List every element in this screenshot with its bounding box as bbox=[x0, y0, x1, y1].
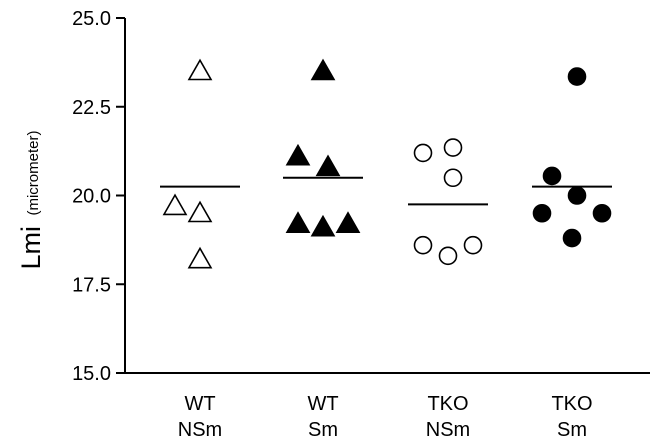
x-category-label-tko-sm-line2: Sm bbox=[557, 419, 587, 441]
data-point-filled-triangle bbox=[310, 214, 336, 237]
data-point-filled-circle bbox=[532, 203, 552, 223]
group-0 bbox=[160, 58, 240, 269]
data-point-filled-triangle bbox=[285, 211, 311, 233]
data-point-open-circle bbox=[413, 235, 433, 255]
data-point-open-triangle bbox=[187, 200, 213, 223]
data-point-open-circle bbox=[438, 246, 458, 266]
data-point-filled-circle bbox=[592, 203, 612, 223]
data-point-open-triangle bbox=[187, 58, 213, 81]
y-tick-labels: 15.0 17.5 20.0 22.5 25.0 bbox=[72, 8, 111, 385]
plot-area bbox=[160, 58, 612, 269]
data-point-open-triangle bbox=[162, 193, 188, 216]
y-axis-label: Lmi (micrometer) bbox=[16, 131, 46, 270]
data-point-open-circle bbox=[443, 168, 463, 188]
x-category-label-tko-nsm-line2: NSm bbox=[426, 419, 470, 441]
x-category-labels: WT NSm WT Sm TKO NSm TKO Sm bbox=[178, 393, 593, 441]
y-tick-label-1: 17.5 bbox=[72, 274, 111, 296]
x-category-label-tko-nsm-line1: TKO bbox=[427, 393, 468, 415]
group-3 bbox=[532, 67, 612, 248]
y-tick-label-4: 25.0 bbox=[72, 8, 111, 30]
y-tick-label-0: 15.0 bbox=[72, 363, 111, 385]
data-point-filled-triangle bbox=[315, 154, 341, 177]
data-point-filled-circle bbox=[562, 228, 582, 248]
data-point-open-circle bbox=[413, 143, 433, 163]
x-category-label-wt-sm-line1: WT bbox=[307, 393, 338, 415]
y-axis-label-main: Lmi bbox=[16, 226, 46, 270]
group-1 bbox=[283, 58, 363, 237]
x-category-label-wt-nsm-line2: NSm bbox=[178, 419, 222, 441]
data-point-filled-triangle bbox=[285, 143, 311, 166]
data-point-filled-triangle bbox=[335, 211, 361, 233]
data-point-open-circle bbox=[463, 235, 483, 255]
x-axis: WT NSm WT Sm TKO NSm TKO Sm bbox=[125, 372, 650, 441]
data-point-open-triangle bbox=[187, 246, 213, 269]
y-tick-marks bbox=[116, 17, 125, 374]
data-point-open-circle bbox=[443, 138, 463, 157]
y-tick-label-2: 20.0 bbox=[72, 186, 111, 208]
y-axis-label-unit: (micrometer) bbox=[25, 131, 42, 216]
y-tick-label-3: 22.5 bbox=[72, 97, 111, 119]
x-category-label-wt-nsm-line1: WT bbox=[184, 393, 215, 415]
data-point-filled-circle bbox=[567, 67, 587, 86]
data-point-filled-circle bbox=[542, 166, 562, 186]
x-category-label-tko-sm-line1: TKO bbox=[551, 393, 592, 415]
group-2 bbox=[408, 138, 488, 266]
x-category-label-wt-sm-line2: Sm bbox=[308, 419, 338, 441]
data-point-filled-circle bbox=[567, 186, 587, 205]
data-point-filled-triangle bbox=[310, 58, 336, 81]
y-axis: 15.0 17.5 20.0 22.5 25.0 Lmi (micrometer… bbox=[16, 8, 126, 385]
